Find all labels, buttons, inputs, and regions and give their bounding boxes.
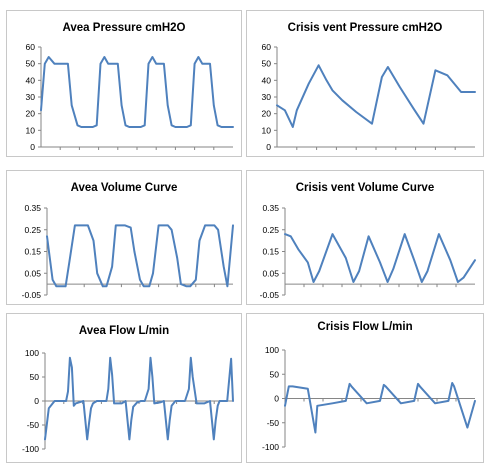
y-tick-label: -100 [262,442,279,452]
chart-title: Avea Pressure cmH2O [63,22,186,34]
y-tick-label: 30 [26,92,36,102]
y-tick-label: -100 [22,444,39,454]
series-line [40,56,234,128]
series-line [44,356,234,441]
y-tick-label: 10 [262,125,272,135]
y-tick-label: 0.15 [24,247,41,257]
chart-avea-flow: Avea Flow L/min -100 -50 0 50 100 [6,313,242,463]
chart-title: Crisis vent Volume Curve [296,182,434,194]
chart-svg: Crisis vent Volume Curve -0.05 0.05 0.15 0.2… [260,182,476,300]
chart-avea-pressure: Avea Pressure cmH2O 0 10 20 30 40 50 60 [6,10,242,157]
y-tick-label: -50 [267,418,280,428]
y-tick-label: 0.05 [24,268,41,278]
series-line [276,64,476,128]
y-tick-label: 0.35 [262,203,279,213]
y-tick-label: -50 [27,420,40,430]
chart-title: Avea Volume Curve [71,182,178,194]
chart-title: Avea Flow L/min [79,325,169,337]
chart-svg: Crisis vent Pressure cmH2O 0 10 20 30 40 50 60 [262,22,476,152]
chart-svg: Avea Pressure cmH2O 0 10 20 30 40 50 60 [26,22,234,152]
y-tick-label: 40 [26,75,36,85]
y-tick-label: 100 [265,345,279,355]
y-tick-label: 40 [262,75,272,85]
y-tick-label: 50 [262,59,272,69]
chart-crisis-volume: Crisis vent Volume Curve -0.05 0.05 0.15 0.2… [246,170,484,305]
y-tick-label: 0.15 [262,247,279,257]
chart-svg: Avea Flow L/min -100 -50 0 50 100 [22,325,234,454]
series-line [284,233,476,283]
y-tick-label: 20 [26,109,36,119]
chart-svg: Crisis Flow L/min -100 -50 0 50 100 [262,321,476,452]
chart-crisis-pressure: Crisis vent Pressure cmH2O 0 10 20 30 40 50 60 [246,10,484,157]
y-tick-label: 0 [266,142,271,152]
series-line [284,382,476,434]
y-tick-label: 50 [270,369,280,379]
y-tick-label: 0.25 [24,225,41,235]
y-tick-label: -0.05 [22,290,42,300]
y-tick-label: 30 [262,92,272,102]
y-tick-label: 0 [30,142,35,152]
y-tick-label: 0.35 [24,203,41,213]
chart-avea-volume: Avea Volume Curve -0.05 0.05 0.15 0.25 0.35 [6,170,242,305]
chart-svg: Avea Volume Curve -0.05 0.05 0.15 0.25 0.35 [22,182,234,300]
y-tick-label: 20 [262,109,272,119]
y-tick-label: 10 [26,125,36,135]
y-tick-label: 0 [34,396,39,406]
y-tick-label: 60 [262,42,272,52]
y-tick-label: 0 [274,394,279,404]
y-tick-label: 0.05 [262,268,279,278]
y-tick-label: 50 [30,372,40,382]
y-tick-label: 0.25 [262,225,279,235]
series-line [46,224,234,288]
chart-title: Crisis Flow L/min [317,321,412,333]
chart-title: Crisis vent Pressure cmH2O [288,22,443,34]
chart-crisis-flow: Crisis Flow L/min -100 -50 0 50 100 [246,313,484,463]
y-tick-label: 50 [26,59,36,69]
y-tick-label: 100 [25,348,39,358]
y-tick-label: 60 [26,42,36,52]
y-tick-label: -0.05 [260,290,280,300]
